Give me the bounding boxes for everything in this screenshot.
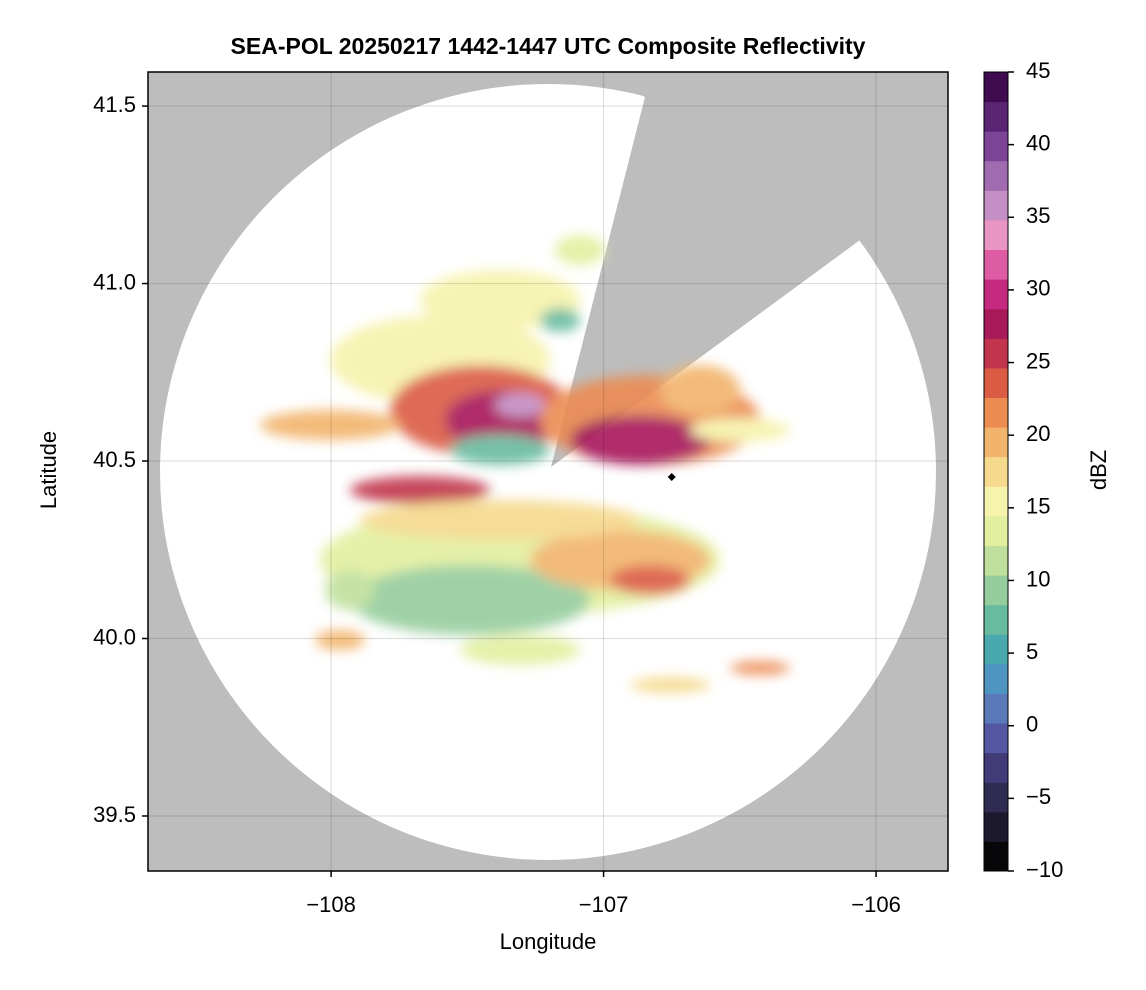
colorbar-band [984, 249, 1008, 280]
colorbar-band [984, 693, 1008, 724]
blocked-sector [551, 72, 900, 467]
colorbar-band [984, 279, 1008, 310]
colorbar-band [984, 427, 1008, 458]
colorbar-tick-label: −10 [1026, 857, 1063, 882]
y-tick-label: 40.5 [93, 447, 136, 472]
colorbar-band [984, 219, 1008, 251]
colorbar-tick-label: 10 [1026, 566, 1050, 591]
colorbar-band [984, 604, 1008, 635]
y-axis-label: Latitude [36, 431, 61, 509]
colorbar-band [984, 515, 1008, 546]
colorbar-band [984, 101, 1008, 132]
echoes [260, 235, 790, 693]
y-tick-label: 41.0 [93, 269, 136, 294]
colorbar-tick-label: 35 [1026, 203, 1050, 228]
chart-title: SEA-POL 20250217 1442-1447 UTC Composite… [231, 33, 866, 59]
colorbar-frame [983, 71, 1009, 872]
y-tick-label: 41.5 [93, 92, 136, 117]
x-axis-label: Longitude [500, 929, 597, 954]
colorbar-tick-label: 25 [1026, 348, 1050, 373]
colorbar-band [984, 575, 1008, 606]
colorbar-tick-label: −5 [1026, 784, 1051, 809]
x-tick-label: −108 [306, 892, 356, 917]
colorbar-tick-label: 45 [1026, 58, 1050, 83]
colorbar-tick-label: 20 [1026, 421, 1050, 446]
colorbar-band [984, 752, 1008, 783]
y-tick-label: 40.0 [93, 624, 136, 649]
colorbar-band [984, 338, 1008, 369]
colorbar-band [984, 397, 1008, 428]
colorbar-band [984, 367, 1008, 399]
plot-frame [147, 71, 949, 872]
colorbar-label: dBZ [1086, 450, 1111, 490]
grid [148, 72, 948, 871]
colorbar-band [984, 486, 1008, 517]
colorbar-band [984, 131, 1008, 162]
colorbar-band [984, 811, 1008, 842]
colorbar-tick-label: 30 [1026, 276, 1050, 301]
colorbar-tick-label: 40 [1026, 130, 1050, 155]
radar-site [667, 473, 676, 482]
colorbar-band [984, 723, 1008, 754]
colorbar-band [984, 841, 1008, 872]
colorbar-band [984, 456, 1008, 487]
colorbar-tick-label: 15 [1026, 494, 1050, 519]
colorbar: −10 −5 0 5 10 15 20 25 30 35 40 45 [983, 58, 1063, 882]
x-tick-label: −107 [579, 892, 629, 917]
colorbar-band [984, 190, 1008, 221]
colorbar-band [984, 72, 1008, 103]
y-tick-label: 39.5 [93, 802, 136, 827]
x-tick-label: −106 [851, 892, 901, 917]
colorbar-band [984, 634, 1008, 665]
colorbar-band [984, 545, 1008, 576]
colorbar-tick-label: 5 [1026, 639, 1038, 664]
colorbar-band [984, 308, 1008, 339]
plot-area [148, 72, 948, 871]
points [667, 473, 676, 482]
colorbar-tick-label: 0 [1026, 712, 1038, 737]
colorbar-band [984, 663, 1008, 694]
colorbar-band [984, 160, 1008, 191]
colorbar-band [984, 782, 1008, 813]
